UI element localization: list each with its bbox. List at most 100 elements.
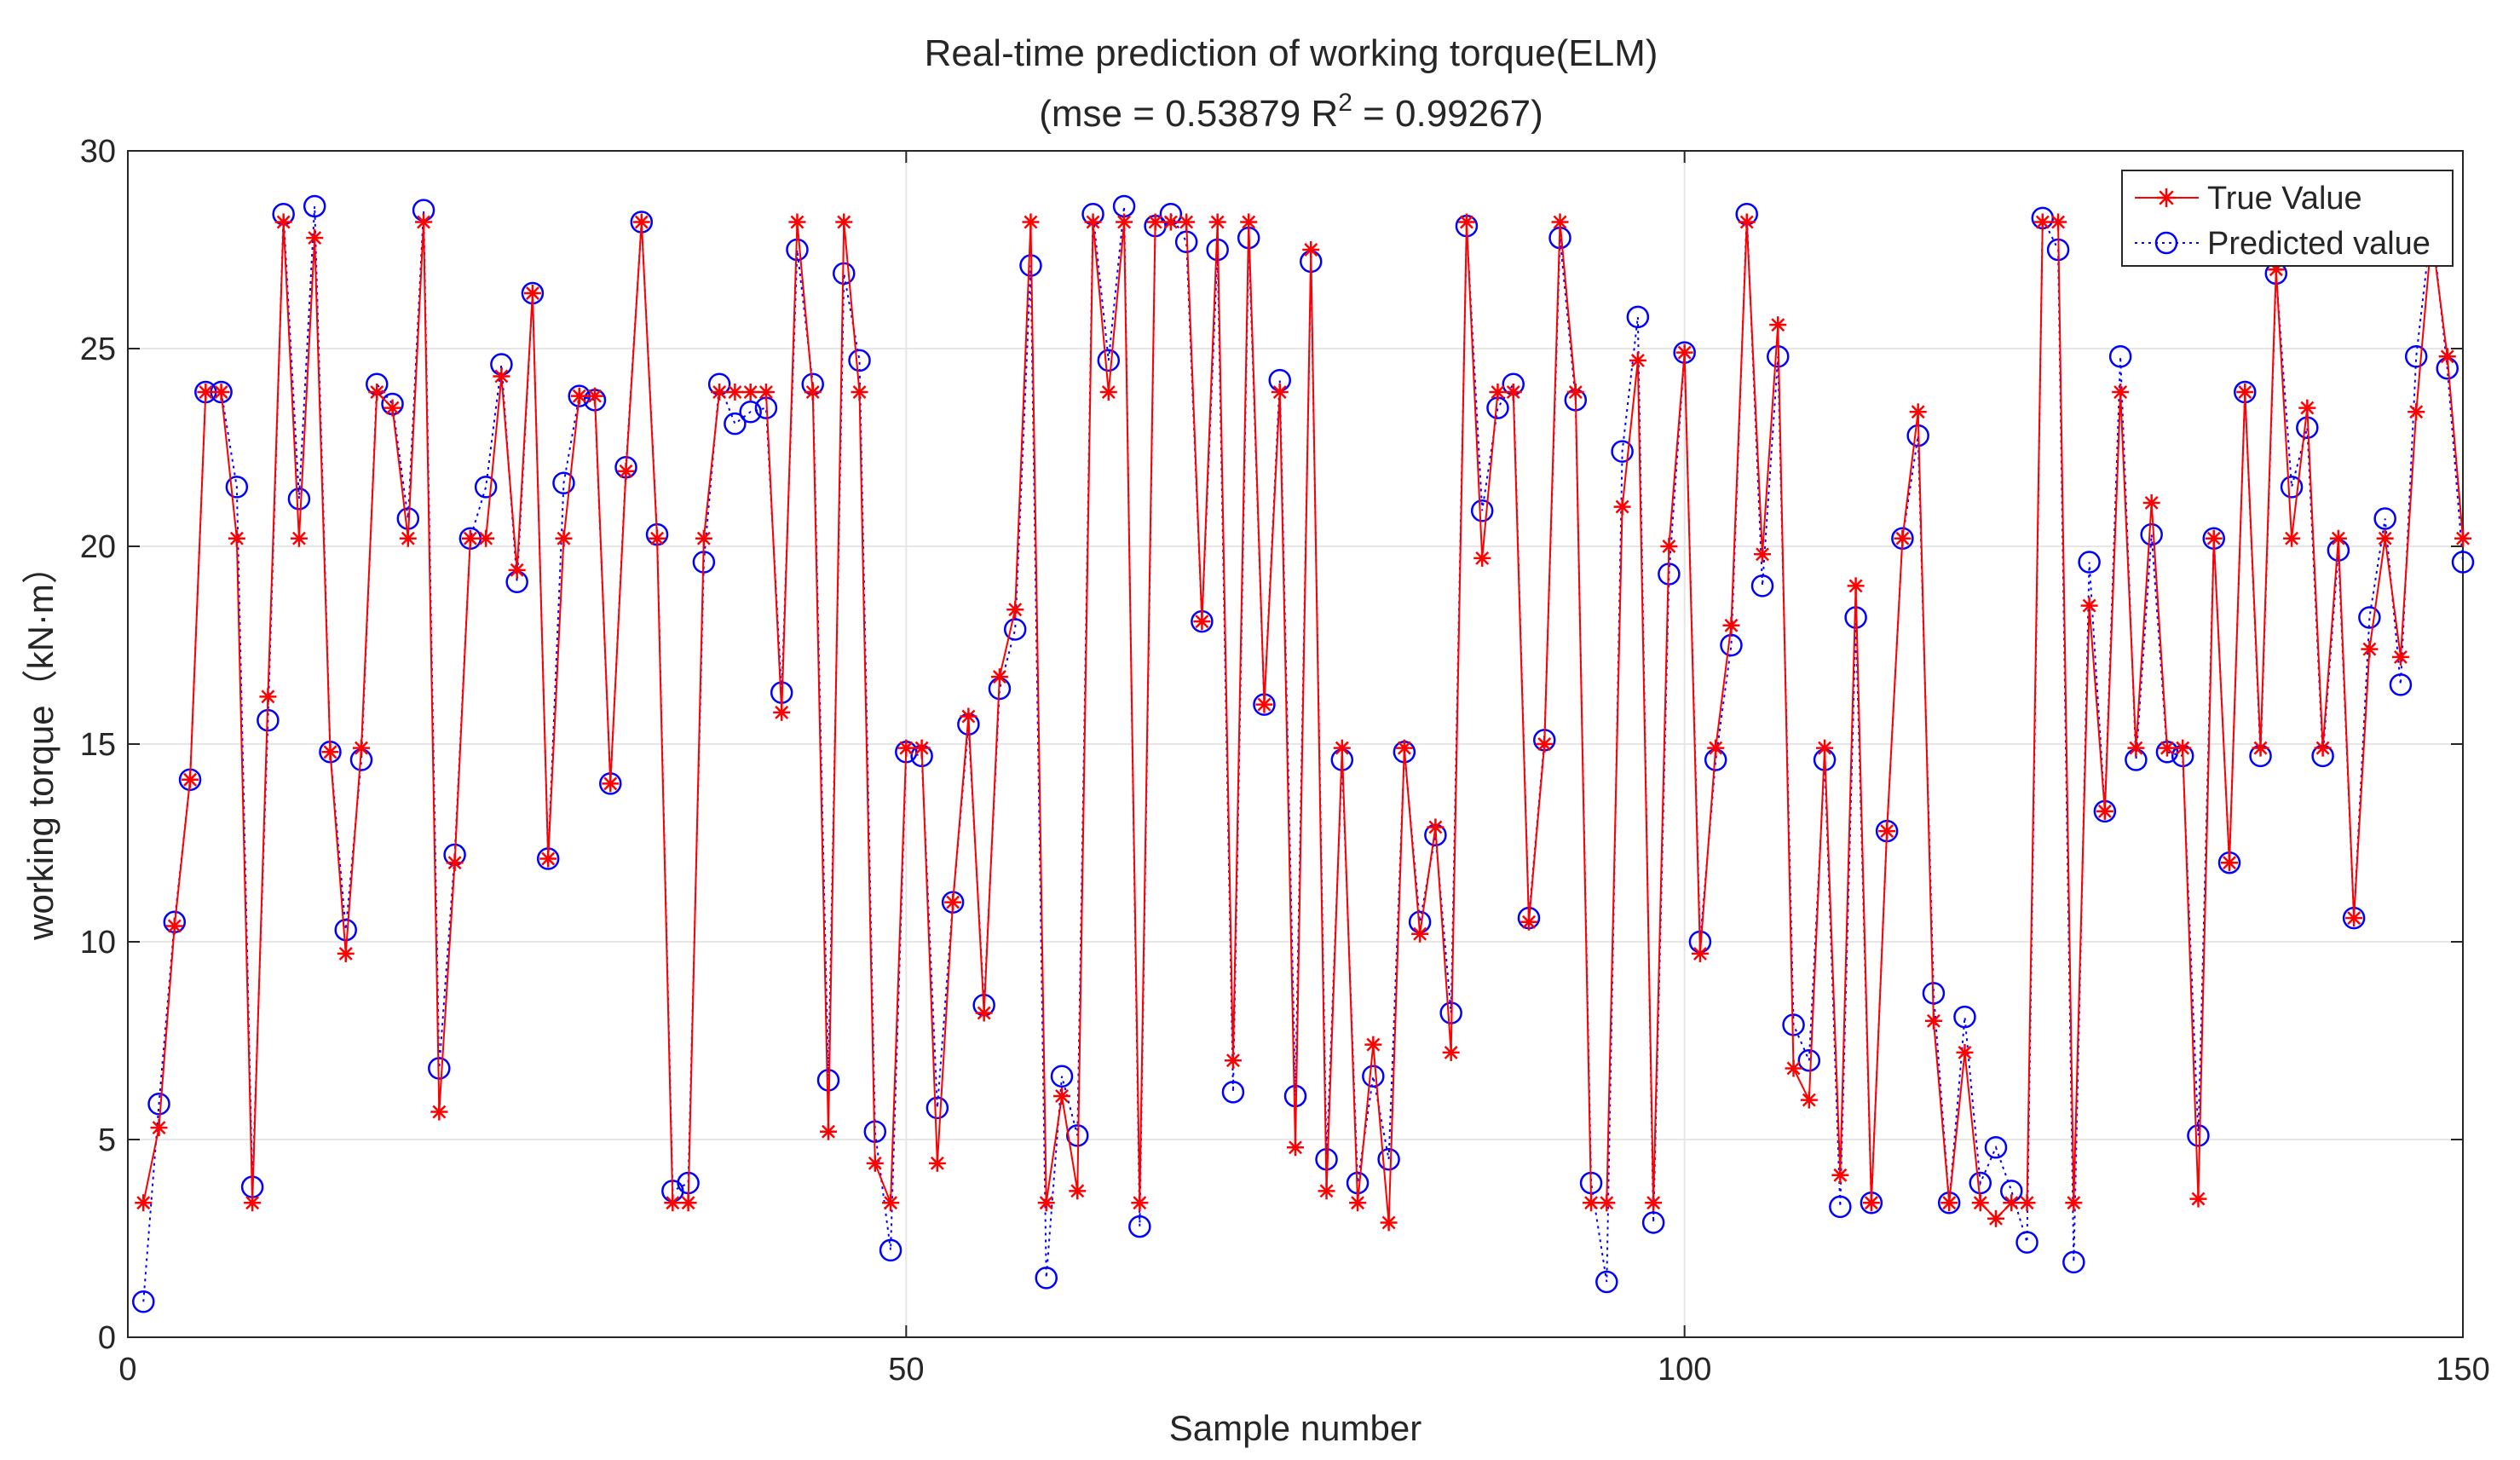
true-point bbox=[1318, 1182, 1335, 1200]
true-point bbox=[1302, 241, 1320, 258]
true-point bbox=[244, 1194, 262, 1212]
x-tick-label: 50 bbox=[888, 1352, 924, 1388]
true-point bbox=[2158, 739, 2176, 757]
predicted-point bbox=[225, 476, 249, 499]
true-point bbox=[415, 213, 433, 231]
true-point bbox=[2065, 1194, 2083, 1212]
true-point bbox=[913, 739, 931, 757]
predicted-point bbox=[1470, 499, 1494, 522]
true-point bbox=[306, 229, 324, 247]
true-point bbox=[820, 1122, 837, 1140]
predicted-point bbox=[2451, 551, 2475, 574]
true-point bbox=[2205, 529, 2223, 547]
y-tick-label: 10 bbox=[80, 925, 116, 961]
true-point bbox=[1785, 1059, 1802, 1077]
true-point bbox=[461, 529, 479, 547]
predicted-point bbox=[1611, 440, 1634, 463]
true-point bbox=[1831, 1166, 1849, 1184]
true-point bbox=[679, 1194, 697, 1212]
true-point bbox=[726, 384, 744, 401]
true-point bbox=[1349, 1194, 1367, 1212]
true-point bbox=[337, 944, 355, 962]
true-point bbox=[197, 384, 215, 401]
y-tick-label: 20 bbox=[80, 529, 116, 565]
predicted-point bbox=[2373, 507, 2396, 530]
predicted-point bbox=[1797, 1048, 1821, 1072]
x-tick-label: 100 bbox=[1658, 1352, 1711, 1388]
predicted-point bbox=[1969, 1171, 1992, 1195]
legend-pred-marker bbox=[2154, 231, 2178, 255]
true-point bbox=[1287, 1139, 1304, 1157]
true-point bbox=[399, 529, 417, 547]
true-point bbox=[928, 1154, 946, 1172]
predicted-point bbox=[147, 1092, 170, 1116]
true-point bbox=[1255, 695, 1273, 713]
true-point bbox=[446, 854, 464, 872]
predicted-point bbox=[2015, 1231, 2038, 1254]
predicted-point bbox=[2140, 522, 2163, 546]
predicted-point bbox=[1221, 1081, 1245, 1104]
true-point bbox=[1333, 739, 1351, 757]
true-point bbox=[1769, 316, 1787, 334]
subtitle-suffix: = 0.99267) bbox=[1352, 93, 1543, 135]
true-point bbox=[539, 850, 557, 868]
predicted-point bbox=[1595, 1270, 1618, 1294]
true-point bbox=[2003, 1194, 2021, 1212]
true-point bbox=[493, 367, 510, 385]
predicted-point bbox=[2280, 476, 2304, 499]
predicted-point bbox=[2358, 606, 2381, 629]
true-point bbox=[695, 529, 712, 547]
y-axis-label: working torque（kN·m） bbox=[20, 548, 61, 941]
true-point bbox=[1489, 384, 1507, 401]
predicted-point bbox=[287, 488, 311, 511]
true-point bbox=[321, 743, 339, 761]
predicted-point bbox=[1128, 1215, 1151, 1238]
true-point bbox=[2408, 403, 2425, 421]
predicted-point bbox=[1829, 1195, 1852, 1219]
predicted-point bbox=[2404, 345, 2428, 368]
true-point bbox=[2345, 909, 2363, 927]
predicted-point bbox=[879, 1238, 902, 1262]
true-point bbox=[523, 285, 541, 303]
legend-true-marker bbox=[2157, 188, 2176, 207]
true-point bbox=[1924, 1012, 1942, 1030]
y-tick-label: 15 bbox=[80, 727, 116, 763]
true-point bbox=[1738, 213, 1756, 231]
true-point bbox=[477, 529, 495, 547]
true-point bbox=[508, 561, 526, 579]
legend-true-label: True Value bbox=[2207, 181, 2362, 216]
predicted-point bbox=[1003, 618, 1027, 641]
true-point bbox=[570, 387, 588, 405]
true-point bbox=[368, 384, 386, 401]
true-point bbox=[430, 1103, 448, 1121]
true-point bbox=[1427, 818, 1445, 836]
true-point bbox=[1754, 545, 1771, 563]
predicted-point bbox=[1984, 1136, 2008, 1159]
true-point bbox=[1909, 403, 1927, 421]
true-point bbox=[135, 1194, 153, 1212]
predicted-point bbox=[2062, 1250, 2085, 1274]
true-point bbox=[773, 703, 791, 721]
true-point bbox=[1940, 1194, 1958, 1212]
true-point bbox=[1816, 739, 1834, 757]
true-point bbox=[2361, 640, 2379, 658]
true-point bbox=[212, 384, 230, 401]
true-point bbox=[1598, 1194, 1616, 1212]
true-point bbox=[990, 668, 1008, 686]
true-point bbox=[882, 1194, 900, 1212]
true-point bbox=[2252, 739, 2269, 757]
true-point bbox=[2142, 493, 2160, 511]
true-point bbox=[2376, 529, 2394, 547]
true-point bbox=[586, 387, 603, 405]
true-value-line bbox=[142, 221, 2464, 1223]
predicted-point bbox=[1362, 1065, 1385, 1088]
predicted-point bbox=[1720, 633, 1743, 657]
true-point bbox=[1240, 213, 1258, 231]
true-point bbox=[2314, 739, 2332, 757]
true-point bbox=[1971, 1194, 1989, 1212]
true-point bbox=[1457, 213, 1475, 231]
predicted-point bbox=[132, 1290, 155, 1313]
predicted-point bbox=[1097, 349, 1121, 372]
